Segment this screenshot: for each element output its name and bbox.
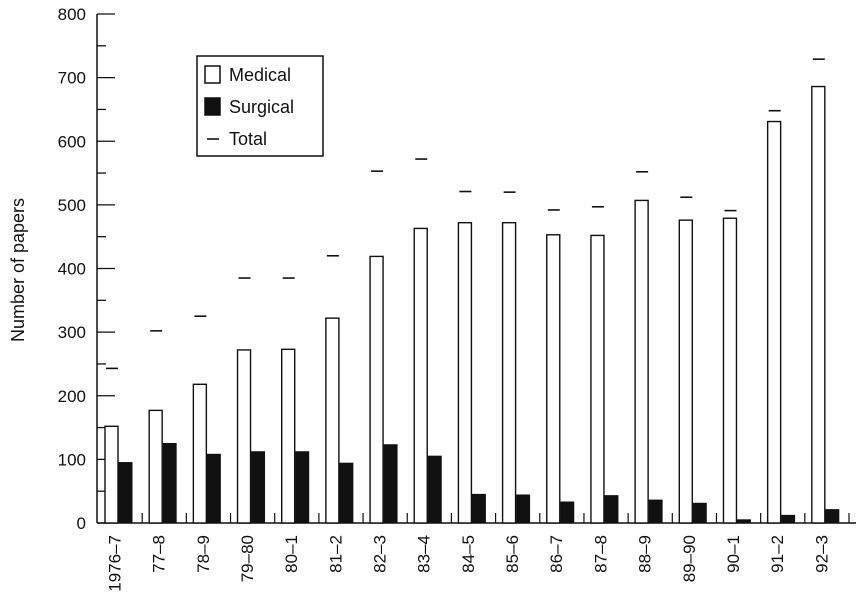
bar-medical bbox=[590, 234, 605, 524]
bar-medical bbox=[766, 120, 782, 524]
x-tick-label: 90–1 bbox=[724, 535, 743, 573]
bar-medical bbox=[634, 199, 649, 524]
bar-medical bbox=[369, 255, 384, 524]
y-tick-label: 200 bbox=[58, 387, 86, 406]
bar-medical bbox=[546, 234, 561, 524]
y-axis-title: Number of papers bbox=[8, 198, 28, 342]
bar-medical bbox=[811, 85, 826, 524]
x-tick-label: 80–1 bbox=[282, 535, 301, 573]
y-tick-label: 100 bbox=[58, 450, 86, 469]
bar-surgical bbox=[604, 495, 619, 524]
bar-surgical bbox=[560, 501, 575, 524]
x-tick-label: 83–4 bbox=[415, 535, 434, 573]
x-tick-label: 85–6 bbox=[503, 535, 522, 573]
legend-total-label: Total bbox=[229, 129, 267, 149]
bar-surgical bbox=[295, 451, 310, 524]
bar-medical bbox=[104, 425, 119, 524]
legend: Medical Surgical Total bbox=[196, 55, 324, 157]
chart-bars bbox=[104, 58, 840, 524]
y-tick-label: 500 bbox=[58, 196, 86, 215]
bar-surgical bbox=[736, 519, 751, 524]
x-tick-label: 86–7 bbox=[547, 535, 566, 573]
x-tick-label: 91–2 bbox=[768, 535, 787, 573]
bar-medical bbox=[192, 383, 208, 524]
y-tick-label: 600 bbox=[58, 132, 86, 151]
x-tick-label: 77–8 bbox=[150, 535, 169, 573]
bar-surgical bbox=[162, 442, 177, 524]
bar-medical bbox=[325, 317, 340, 524]
y-tick-label: 700 bbox=[58, 69, 86, 88]
x-tick-label: 88–9 bbox=[636, 535, 655, 573]
bar-surgical bbox=[118, 462, 133, 524]
y-tick-label: 300 bbox=[58, 323, 86, 342]
y-tick-label: 400 bbox=[58, 260, 86, 279]
x-tick-label: 81–2 bbox=[326, 535, 345, 573]
bar-surgical bbox=[339, 462, 354, 524]
bar-surgical bbox=[427, 455, 442, 524]
x-axis-ticks: 1976–7 77–8 78–9 79–80 80–1 81–2 82–3 83–4 84–5 8… bbox=[105, 513, 850, 592]
y-tick-label: 800 bbox=[58, 5, 86, 24]
bar-surgical bbox=[206, 453, 221, 524]
bar-medical bbox=[678, 219, 693, 524]
bar-medical bbox=[236, 349, 252, 524]
y-tick-label: 0 bbox=[77, 514, 86, 533]
bar-surgical bbox=[251, 451, 266, 524]
x-tick-label: 89–90 bbox=[680, 535, 699, 582]
x-tick-label: 78–9 bbox=[194, 535, 213, 573]
x-tick-label: 87–8 bbox=[591, 535, 610, 573]
bar-surgical bbox=[781, 514, 796, 524]
bar-surgical bbox=[471, 493, 486, 524]
legend-medical-swatch bbox=[204, 65, 221, 84]
bar-medical bbox=[457, 221, 473, 524]
x-tick-label: 92–3 bbox=[812, 535, 831, 573]
x-tick-label: 82–3 bbox=[371, 535, 390, 573]
y-axis-ticks: 0 100 200 300 400 500 600 700 800 bbox=[58, 5, 115, 533]
x-tick-label: 84–5 bbox=[459, 535, 478, 573]
bar-medical bbox=[148, 409, 163, 524]
bar-surgical bbox=[516, 494, 531, 524]
legend-surgical-label: Surgical bbox=[229, 97, 294, 117]
legend-surgical-swatch bbox=[204, 97, 221, 116]
x-tick-label: 79–80 bbox=[238, 535, 257, 582]
bar-surgical bbox=[383, 444, 398, 524]
bar-medical bbox=[281, 348, 296, 524]
bar-surgical bbox=[825, 509, 840, 524]
bar-medical bbox=[501, 221, 517, 524]
legend-medical-label: Medical bbox=[229, 65, 291, 85]
bar-surgical bbox=[648, 499, 663, 524]
bar-medical bbox=[722, 217, 738, 524]
bar-surgical bbox=[692, 502, 707, 524]
bar-medical bbox=[413, 227, 428, 524]
x-tick-label: 1976–7 bbox=[105, 535, 124, 592]
